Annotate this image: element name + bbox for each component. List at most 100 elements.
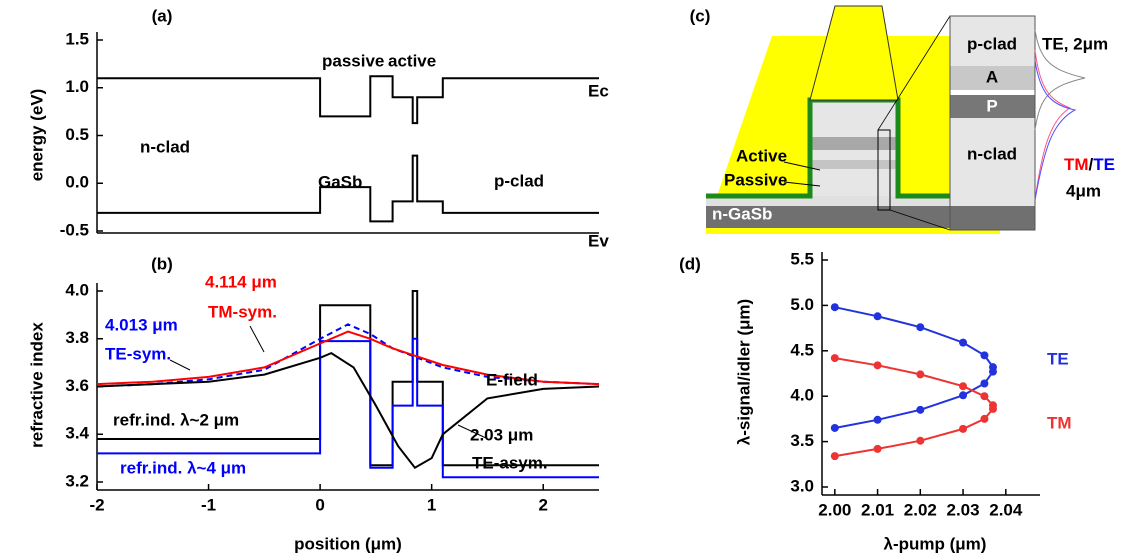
panel-label: (c) — [690, 6, 711, 25]
point — [980, 379, 989, 388]
point — [980, 414, 989, 423]
annotation: 2.03 μm — [470, 425, 533, 444]
zoom-line — [877, 15, 951, 131]
point — [916, 405, 925, 414]
series-line — [96, 351, 600, 469]
y-tick-label: 4.5 — [790, 340, 814, 359]
x-axis-label: position (μm) — [294, 534, 402, 553]
annotation: p-clad — [494, 171, 544, 190]
zoom-box — [877, 129, 891, 211]
annotation: 4.114 μm — [205, 272, 277, 291]
pointers-b — [169, 325, 487, 439]
y-tick-label: 1.0 — [65, 77, 89, 96]
mode-tm4 — [1034, 49, 1072, 201]
series-line — [97, 154, 599, 223]
point — [830, 303, 839, 312]
x-tick-label: 2 — [538, 495, 547, 514]
y-tick-label: 3.5 — [790, 431, 814, 450]
x-tick-label: 2.04 — [989, 500, 1023, 519]
annotation: active — [388, 51, 436, 70]
series-line — [97, 290, 599, 467]
x-tick-label: -1 — [201, 495, 216, 514]
layer — [950, 66, 1035, 90]
zoom-frame — [949, 15, 1036, 231]
series-label: TM — [1047, 413, 1072, 432]
y-tick-label: 4.0 — [65, 280, 89, 299]
point — [830, 452, 839, 461]
point — [980, 392, 989, 401]
annotation: GaSb — [318, 172, 362, 191]
series-line — [96, 330, 600, 386]
y-tick-label: 3.2 — [65, 471, 89, 490]
series-label: Ev — [588, 231, 609, 250]
mode-label: TM/TE — [1064, 155, 1115, 174]
active-layer — [810, 137, 898, 150]
x-tick-label: 2.00 — [818, 500, 851, 519]
layer — [706, 196, 1000, 206]
series-line — [97, 75, 599, 125]
series-label: TE — [1047, 349, 1069, 368]
x-axis-label: λ-pump (μm) — [884, 534, 987, 553]
point — [988, 404, 997, 413]
point — [959, 391, 968, 400]
mode-label: 4μm — [1066, 181, 1101, 200]
y-axis-label: λ-signal/idler (μm) — [734, 299, 753, 445]
mode-te4 — [1034, 59, 1077, 201]
layer-label: p-clad — [967, 34, 1017, 53]
mode-label: TE, 2μm — [1042, 34, 1108, 53]
layer — [950, 118, 1035, 206]
mode-label-te: TE — [1093, 155, 1115, 174]
y-tick-label: 3.4 — [65, 424, 89, 443]
x-tick-label: 0 — [315, 495, 324, 514]
annotation: TE-asym. — [472, 453, 548, 472]
ridge-label: Passive — [724, 170, 787, 189]
annotation: refr.ind. λ~4 μm — [120, 458, 246, 477]
y-tick-label: 5.0 — [790, 295, 814, 314]
layer-label: P — [986, 96, 997, 115]
point — [980, 351, 989, 360]
passive-layer — [810, 160, 898, 169]
series-line — [834, 306, 994, 429]
pointer — [457, 424, 487, 439]
x-tick-label: 2.01 — [861, 500, 894, 519]
series-line — [834, 357, 994, 458]
layer — [950, 16, 1035, 66]
panel-label: (b) — [151, 254, 173, 273]
y-tick-label: -0.5 — [60, 220, 89, 239]
point — [916, 436, 925, 445]
point — [916, 323, 925, 332]
y-tick-label: 5.5 — [790, 249, 814, 268]
annotation: 4.013 μm — [105, 315, 178, 334]
x-tick-label: 2.02 — [904, 500, 937, 519]
annotation: refr.ind. λ~2 μm — [113, 410, 239, 429]
annotation: n-clad — [140, 137, 190, 156]
pointer — [249, 325, 265, 353]
point — [988, 367, 997, 376]
ridge-contact — [809, 5, 899, 101]
gold-bottom — [706, 228, 1000, 234]
panel-label: (d) — [679, 254, 701, 273]
schematic: p-clad A P n-clad Active Passive n-GaSb … — [690, 5, 1115, 234]
point — [830, 354, 839, 363]
y-axis-label: refractive index — [27, 322, 46, 448]
y-tick-label: 3.0 — [790, 476, 814, 495]
point — [959, 338, 968, 347]
point — [916, 370, 925, 379]
x-tick-label: 1 — [427, 495, 436, 514]
series-line — [96, 323, 600, 388]
point — [959, 424, 968, 433]
layer — [950, 206, 1035, 230]
annotation: TE-sym. — [105, 344, 171, 363]
series-label: Ec — [588, 81, 609, 100]
pointer — [783, 181, 821, 187]
series-line — [97, 337, 599, 479]
y-tick-label: 0.0 — [65, 173, 89, 192]
layer — [950, 90, 1035, 95]
point — [873, 415, 882, 424]
slash: / — [1089, 155, 1094, 174]
substrate-label: n-GaSb — [712, 204, 772, 223]
mode-label-tm: TM — [1064, 155, 1089, 174]
annotation: passive — [322, 51, 384, 70]
point — [959, 382, 968, 391]
